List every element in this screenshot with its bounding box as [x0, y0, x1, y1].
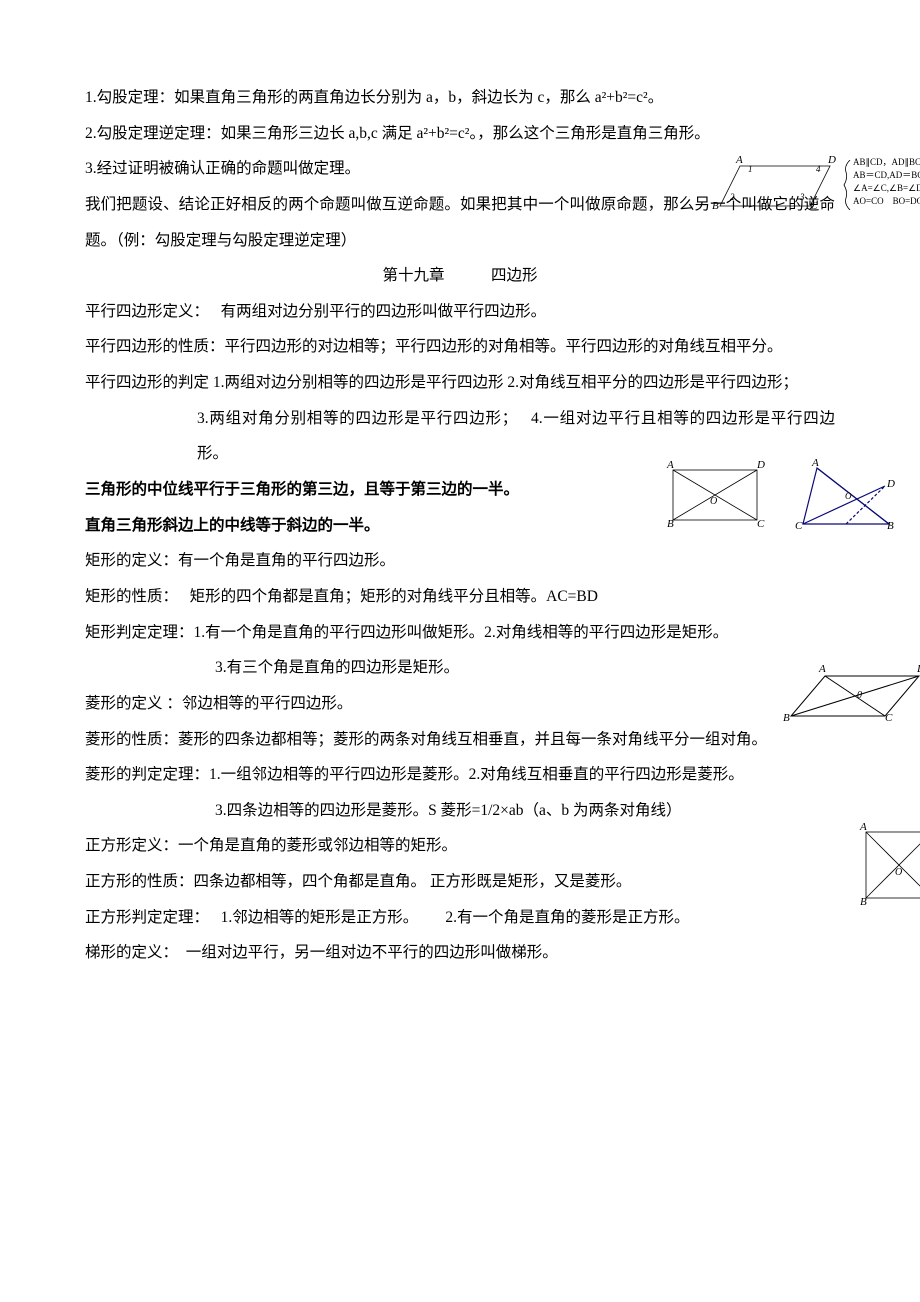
label-O: 0	[857, 690, 862, 701]
annotation-1: AB∥CD，AD∥BC	[853, 156, 920, 168]
label-C: C	[757, 518, 764, 530]
annotation-4: AO=CO BO=DO	[853, 195, 920, 207]
annotation-3: ∠A=∠C,∠B=∠D	[853, 182, 920, 194]
rhombus-svg	[785, 668, 920, 723]
label-A: A	[812, 457, 819, 469]
brace-icon	[842, 160, 852, 210]
angle-2: 2	[730, 193, 735, 203]
label-D: D	[757, 459, 765, 471]
paragraph-20: 正方形的性质：四条边都相等，四个角都是直角。 正方形既是矩形，又是菱形。	[85, 864, 835, 900]
label-B: B	[887, 520, 894, 532]
paragraph-13: 矩形判定定理：1.有一个角是直角的平行四边形叫做矩形。2.对角线相等的平行四边形…	[85, 615, 835, 651]
paragraph-15: 菱形的定义 ：邻边相等的平行四边形。	[85, 686, 835, 722]
figure-parallelogram: A D B C 1 4 2 3 AB∥CD，AD∥BC AB＝CD,AD＝BC …	[710, 158, 920, 218]
label-C: C	[885, 712, 892, 724]
label-B: B	[667, 518, 674, 530]
paragraph-21: 正方形判定定理： 1.邻边相等的矩形是正方形。 2.有一个角是直角的菱形是正方形…	[85, 900, 835, 936]
paragraph-16: 菱形的性质：菱形的四条边都相等；菱形的两条对角线互相垂直，并且每一条对角线平分一…	[85, 722, 835, 758]
annotation-2: AB＝CD,AD＝BC	[853, 169, 920, 181]
paragraph-14: 3.有三个角是直角的四边形是矩形。	[85, 650, 835, 686]
paragraph-6: 平行四边形的性质：平行四边形的对边相等；平行四边形的对角相等。平行四边形的对角线…	[85, 329, 835, 365]
figure-square: A D B C O	[860, 826, 920, 904]
paragraph-2: 2.勾股定理逆定理：如果三角形三边长 a,b,c 满足 a²+b²=c²。，那么…	[85, 116, 835, 152]
label-D: D	[887, 478, 895, 490]
paragraph-1: 1.勾股定理：如果直角三角形的两直角边长分别为 a，b，斜边长为 c，那么 a²…	[85, 80, 835, 116]
label-A: A	[860, 821, 867, 833]
figure-rhombus: A D B C 0	[785, 668, 920, 728]
label-A: A	[736, 154, 743, 166]
label-A: A	[819, 663, 826, 675]
label-B: B	[860, 896, 867, 908]
label-O: O	[895, 867, 902, 878]
paragraph-11: 矩形的定义：有一个角是直角的平行四边形。	[85, 543, 835, 579]
figure-rectangle: A D B C O	[665, 462, 765, 542]
square-svg	[860, 826, 920, 904]
paragraph-12: 矩形的性质： 矩形的四个角都是直角；矩形的对角线平分且相等。AC=BD	[85, 579, 835, 615]
paragraph-7: 平行四边形的判定 1.两组对边分别相等的四边形是平行四边形 2.对角线互相平分的…	[85, 365, 835, 401]
paragraph-22: 梯形的定义： 一组对边平行，另一组对边不平行的四边形叫做梯形。	[85, 935, 835, 971]
paragraph-18: 3.四条边相等的四边形是菱形。S 菱形=1/2×ab（a、b 为两条对角线）	[85, 793, 835, 829]
label-O: O	[845, 492, 852, 502]
label-C: C	[810, 200, 817, 212]
document-page: 1.勾股定理：如果直角三角形的两直角边长分别为 a，b，斜边长为 c，那么 a²…	[0, 0, 920, 1031]
angle-3: 3	[800, 193, 805, 203]
label-C: C	[795, 520, 802, 532]
chapter-heading: 第十九章 四边形	[85, 258, 835, 294]
label-D: D	[828, 154, 836, 166]
label-A: A	[667, 459, 674, 471]
paragraph-19: 正方形定义：一个角是直角的菱形或邻边相等的矩形。	[85, 828, 835, 864]
label-O: O	[710, 496, 717, 507]
angle-4: 4	[816, 165, 821, 175]
figure-right-triangle: A D C B O	[795, 462, 895, 542]
label-B: B	[783, 712, 790, 724]
label-B: B	[712, 200, 719, 212]
angle-1: 1	[748, 165, 753, 175]
paragraph-17: 菱形的判定定理：1.一组邻边相等的平行四边形是菱形。2.对角线互相垂直的平行四边…	[85, 757, 835, 793]
paragraph-5: 平行四边形定义： 有两组对边分别平行的四边形叫做平行四边形。	[85, 294, 835, 330]
